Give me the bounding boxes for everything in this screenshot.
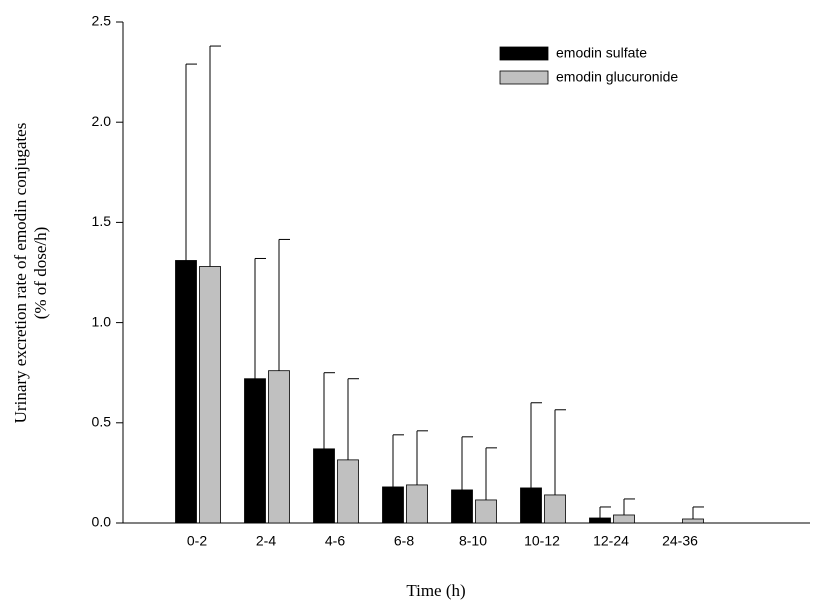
bar <box>682 518 704 524</box>
x-tick-label: 4-6 <box>325 533 345 549</box>
x-tick-label: 0-2 <box>187 533 207 549</box>
error-bar <box>254 257 266 379</box>
x-axis-label: Time (h) <box>406 581 465 600</box>
x-tick-label: 12-24 <box>593 533 629 549</box>
y-tick-label: 2.5 <box>92 13 112 29</box>
y-tick-label: 1.0 <box>92 313 112 329</box>
bar <box>520 487 542 524</box>
bar <box>175 260 197 524</box>
y-tick-label: 2.0 <box>92 113 112 129</box>
error-bar <box>692 506 704 519</box>
error-bar <box>485 447 497 500</box>
bar <box>544 494 566 524</box>
bar <box>589 517 611 524</box>
error-bar <box>599 506 611 518</box>
x-tick-label: 8-10 <box>459 533 487 549</box>
bar <box>475 499 497 524</box>
bar <box>406 484 428 524</box>
legend-label: emodin glucuronide <box>556 69 678 85</box>
error-bar <box>416 430 428 485</box>
error-bar <box>185 63 197 261</box>
error-bar <box>209 45 221 267</box>
legend-label: emodin sulfate <box>556 45 647 61</box>
bar <box>337 459 359 524</box>
bar <box>199 266 221 524</box>
error-bar <box>392 434 404 487</box>
error-bar <box>461 436 473 490</box>
error-bar <box>623 498 635 515</box>
bar <box>382 486 404 524</box>
error-bar <box>278 238 290 371</box>
bar <box>613 514 635 524</box>
x-tick-label: 24-36 <box>662 533 698 549</box>
y-tick-label: 1.5 <box>92 213 112 229</box>
error-bar <box>323 372 335 449</box>
error-bar <box>530 402 542 488</box>
y-tick-label: 0.0 <box>92 514 112 530</box>
y-tick-label: 0.5 <box>92 414 112 430</box>
legend-swatch <box>499 70 549 85</box>
legend-swatch <box>499 46 549 61</box>
y-axis-label: (% of dose/h) <box>31 227 50 320</box>
x-tick-label: 10-12 <box>524 533 560 549</box>
bar <box>313 448 335 524</box>
bar <box>244 378 266 524</box>
bar <box>451 489 473 524</box>
x-tick-label: 2-4 <box>256 533 276 549</box>
error-bar <box>554 409 566 495</box>
bar <box>268 370 290 524</box>
error-bar <box>347 378 359 460</box>
y-axis-label: Urinary excretion rate of emodin conjuga… <box>11 123 30 424</box>
x-tick-label: 6-8 <box>394 533 414 549</box>
